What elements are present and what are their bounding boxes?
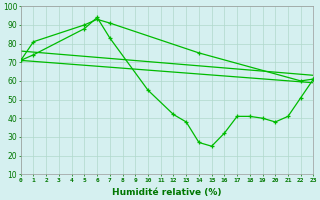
X-axis label: Humidité relative (%): Humidité relative (%) (112, 188, 222, 197)
